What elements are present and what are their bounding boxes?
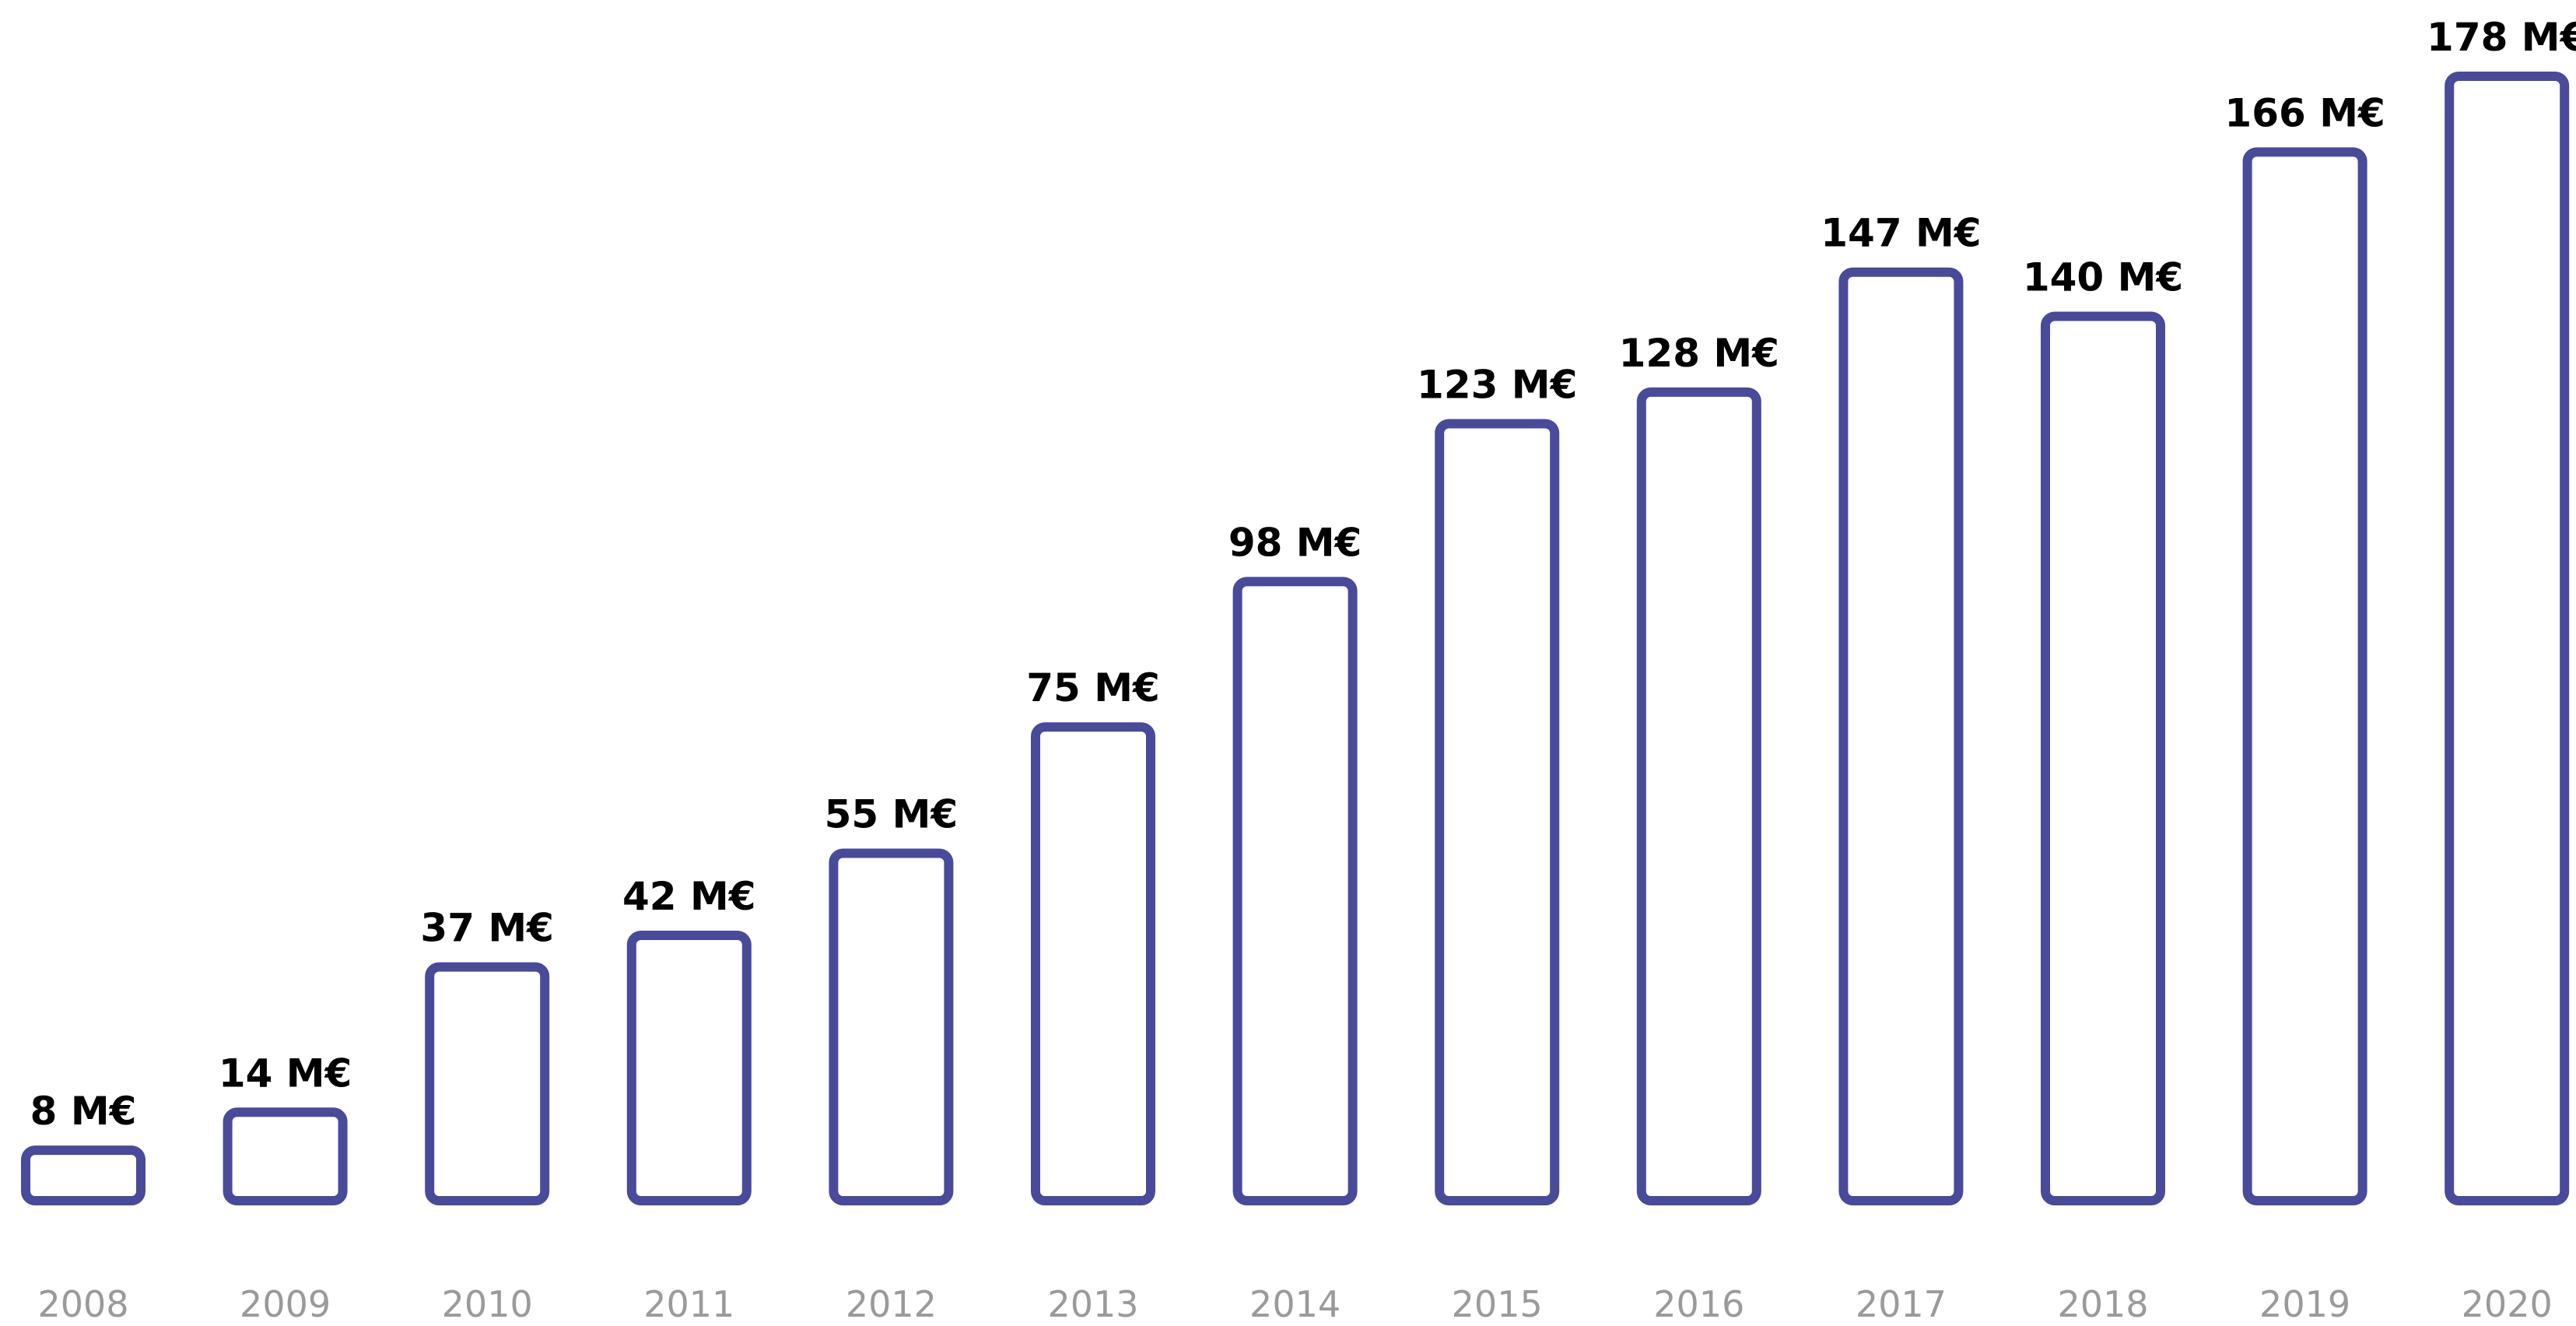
bars-group [21,72,2570,1206]
x-tick-2019: 2019 [2259,1283,2350,1325]
value-label-2017: 147 M€ [1821,211,1981,256]
x-tick-2009: 2009 [240,1283,331,1325]
x-tick-2016: 2016 [1653,1283,1744,1325]
value-label-2015: 123 M€ [1417,363,1577,408]
value-label-2018: 140 M€ [2023,255,2183,300]
bar-2020 [2445,72,2570,1205]
x-axis-tick-labels: 2008 2009 2010 2011 2012 2013 2014 2015 2016 2017… [37,1283,2552,1325]
bar-2017 [1838,267,1964,1206]
x-tick-2020: 2020 [2462,1283,2553,1325]
x-tick-2012: 2012 [846,1283,937,1325]
bar-2012 [829,848,954,1205]
x-tick-2015: 2015 [1452,1283,1543,1325]
bar-2018 [2041,311,2165,1205]
bar-2016 [1636,387,1761,1205]
value-label-2013: 75 M€ [1026,665,1160,710]
x-tick-2018: 2018 [2057,1283,2148,1325]
bar-2011 [626,931,752,1205]
value-label-2009: 14 M€ [219,1051,352,1096]
value-label-2011: 42 M€ [622,874,756,919]
x-tick-2014: 2014 [1249,1283,1341,1325]
bar-2013 [1031,722,1155,1205]
x-tick-2017: 2017 [1856,1283,1947,1325]
value-label-2008: 8 M€ [30,1089,137,1134]
x-tick-2008: 2008 [37,1283,128,1325]
bar-2008 [21,1145,145,1205]
value-label-2012: 55 M€ [825,792,959,837]
bar-2014 [1232,577,1358,1205]
value-label-2016: 128 M€ [1619,331,1779,376]
value-labels-group: 8 M€ 14 M€ 37 M€ 42 M€ 55 M€ 75 M€ 98 M€ 123 M€… [30,15,2576,1134]
value-label-2020: 178 M€ [2427,15,2576,60]
value-label-2019: 166 M€ [2224,90,2385,135]
value-label-2014: 98 M€ [1228,520,1362,565]
bar-2015 [1435,419,1560,1205]
bar-2019 [2242,147,2367,1205]
value-label-2010: 37 M€ [420,906,554,951]
bar-2009 [223,1107,348,1206]
x-tick-2011: 2011 [643,1283,734,1325]
bar-2010 [425,962,550,1205]
x-tick-2010: 2010 [442,1283,533,1325]
x-tick-2013: 2013 [1047,1283,1138,1325]
